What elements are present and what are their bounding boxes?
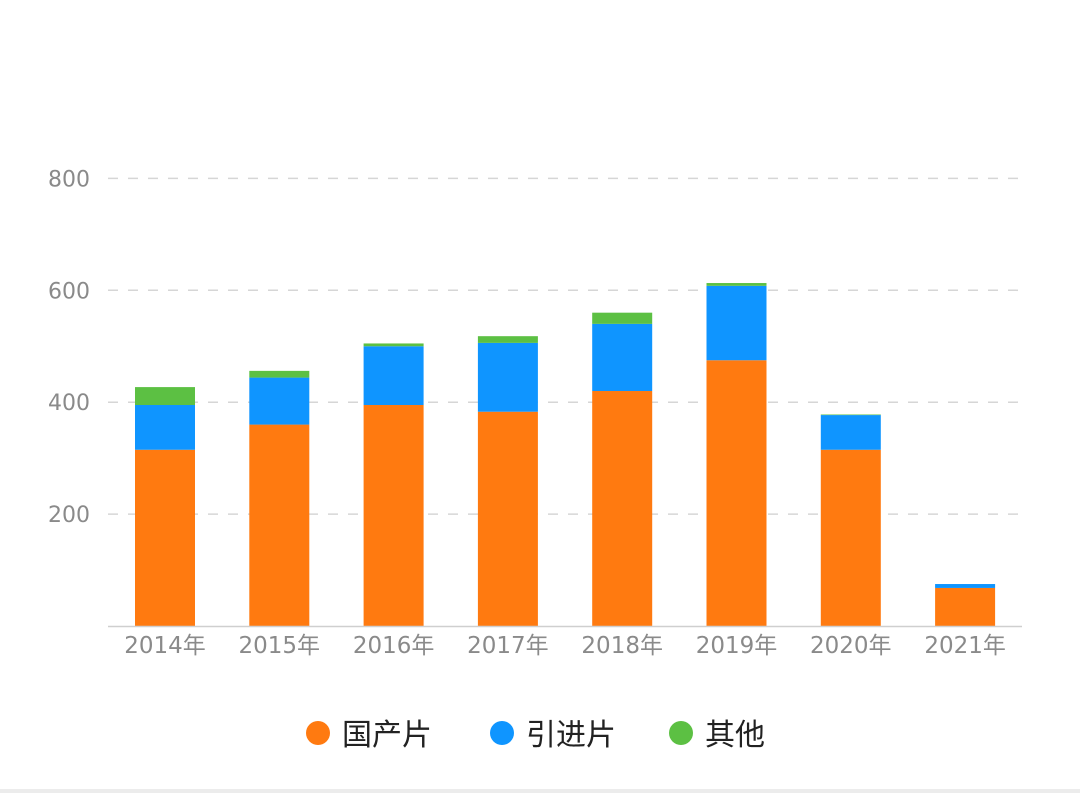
x-tick-label: 2020年 — [810, 633, 892, 659]
bar-segment-国产片-2017年 — [477, 411, 538, 626]
bar-segment-其他-2019年 — [706, 283, 767, 286]
bar-segment-引进片-2016年 — [363, 346, 424, 405]
legend-item-国产片[interactable]: 国产片 — [306, 718, 432, 753]
bar-segment-引进片-2018年 — [592, 323, 653, 392]
y-tick-label: 600 — [48, 279, 90, 304]
bar-segment-国产片-2021年 — [935, 587, 996, 626]
bar-segment-国产片-2014年 — [135, 449, 195, 626]
bar-segment-国产片-2020年 — [820, 449, 881, 626]
bar-segment-其他-2017年 — [477, 336, 538, 343]
bar-segment-引进片-2015年 — [249, 377, 310, 425]
bar-segment-引进片-2020年 — [820, 415, 881, 450]
bar-segment-引进片-2014年 — [135, 404, 195, 450]
bar-segment-国产片-2019年 — [706, 360, 767, 626]
bar-segment-其他-2020年 — [820, 414, 881, 416]
x-axis-ticks: 2014年 2015年 2016年 2017年 2018年 2019年 2020年 2021年 — [124, 633, 1006, 659]
legend-marker — [490, 721, 514, 745]
bar-segment-国产片-2016年 — [363, 404, 424, 626]
legend: 国产片 引进片 其他 — [306, 718, 765, 753]
legend-label: 引进片 — [526, 718, 616, 753]
bar-segment-其他-2015年 — [249, 370, 310, 378]
legend-item-其他[interactable]: 其他 — [669, 718, 765, 753]
bar-segment-其他-2016年 — [363, 343, 424, 347]
x-tick-label: 2014年 — [124, 633, 206, 659]
legend-marker — [669, 721, 693, 745]
x-tick-label: 2016年 — [353, 633, 435, 659]
bottom-divider — [0, 789, 1080, 793]
x-tick-label: 2017年 — [467, 633, 549, 659]
y-tick-label: 400 — [48, 391, 90, 416]
bar-segment-国产片-2015年 — [249, 424, 310, 626]
bar-segment-引进片-2021年 — [935, 584, 996, 588]
legend-label: 国产片 — [342, 718, 432, 753]
y-tick-label: 200 — [48, 503, 90, 528]
bar-segment-国产片-2018年 — [592, 391, 653, 626]
x-tick-label: 2021年 — [924, 633, 1006, 659]
bar-segment-其他-2014年 — [135, 387, 195, 405]
bar-segment-引进片-2017年 — [477, 342, 538, 412]
bar-segment-其他-2018年 — [592, 312, 653, 324]
legend-label: 其他 — [705, 718, 765, 753]
legend-item-引进片[interactable]: 引进片 — [490, 718, 616, 753]
x-tick-label: 2019年 — [696, 633, 778, 659]
x-tick-label: 2018年 — [581, 633, 663, 659]
y-tick-label: 800 — [48, 167, 90, 192]
bar-segment-引进片-2019年 — [706, 285, 767, 361]
legend-marker — [306, 721, 330, 745]
y-axis-ticks: 200 400 600 800 — [48, 167, 90, 528]
grid-lines — [108, 177, 1022, 515]
x-tick-label: 2015年 — [239, 633, 321, 659]
bars — [135, 283, 996, 626]
